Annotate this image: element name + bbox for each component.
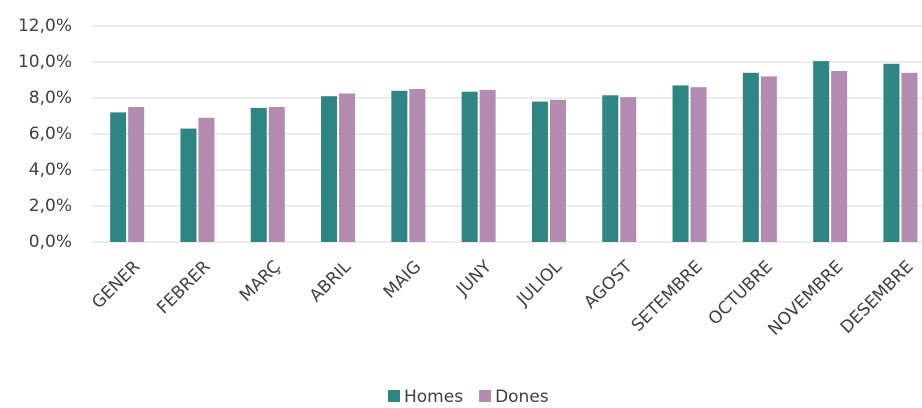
bar <box>110 112 127 243</box>
bar <box>760 76 777 243</box>
bar <box>128 107 145 242</box>
bar <box>409 89 426 242</box>
y-tick-label: 12,0% <box>18 16 72 36</box>
bar <box>672 85 689 243</box>
y-tick-label: 10,0% <box>18 52 72 72</box>
bar <box>531 101 548 242</box>
y-tick-label: 8,0% <box>29 88 72 108</box>
x-tick-label: OCTUBRE <box>705 257 777 329</box>
legend-label: Homes <box>404 387 463 407</box>
x-tick-label: JUNY <box>452 256 496 300</box>
bar <box>620 97 637 242</box>
y-tick-label: 4,0% <box>29 160 72 180</box>
bar <box>742 72 759 242</box>
y-tick-label: 6,0% <box>29 124 72 144</box>
x-tick-label: SETEMBRE <box>628 257 707 336</box>
bar <box>831 71 848 242</box>
legend-swatch <box>388 390 400 402</box>
x-tick-label: NOVEMBRE <box>764 257 847 340</box>
bar <box>268 107 285 242</box>
bar <box>180 128 197 242</box>
x-tick-label: DESEMBRE <box>837 257 918 338</box>
bar <box>901 72 918 242</box>
bar <box>602 95 619 242</box>
x-tick-label: GENER <box>88 257 144 313</box>
bar <box>461 91 478 242</box>
x-tick-label: JULIOL <box>512 257 566 311</box>
y-tick-label: 0,0% <box>29 232 72 252</box>
bar <box>321 96 338 242</box>
x-tick-label: MARÇ <box>236 257 285 306</box>
bar <box>250 107 267 243</box>
legend-swatch <box>479 390 492 402</box>
y-tick-label: 2,0% <box>29 196 72 216</box>
bar <box>198 117 215 242</box>
bar <box>339 93 356 242</box>
x-tick-label: MAIG <box>380 257 426 303</box>
bar <box>813 61 830 242</box>
x-tick-label: AGOST <box>580 256 636 312</box>
legend-label: Dones <box>495 387 549 407</box>
bar <box>883 63 900 242</box>
bar <box>479 89 496 243</box>
bar <box>391 90 408 242</box>
bar <box>549 99 566 242</box>
bar <box>690 87 707 242</box>
x-tick-label: ABRIL <box>306 257 356 307</box>
x-tick-label: FEBRER <box>153 257 214 318</box>
